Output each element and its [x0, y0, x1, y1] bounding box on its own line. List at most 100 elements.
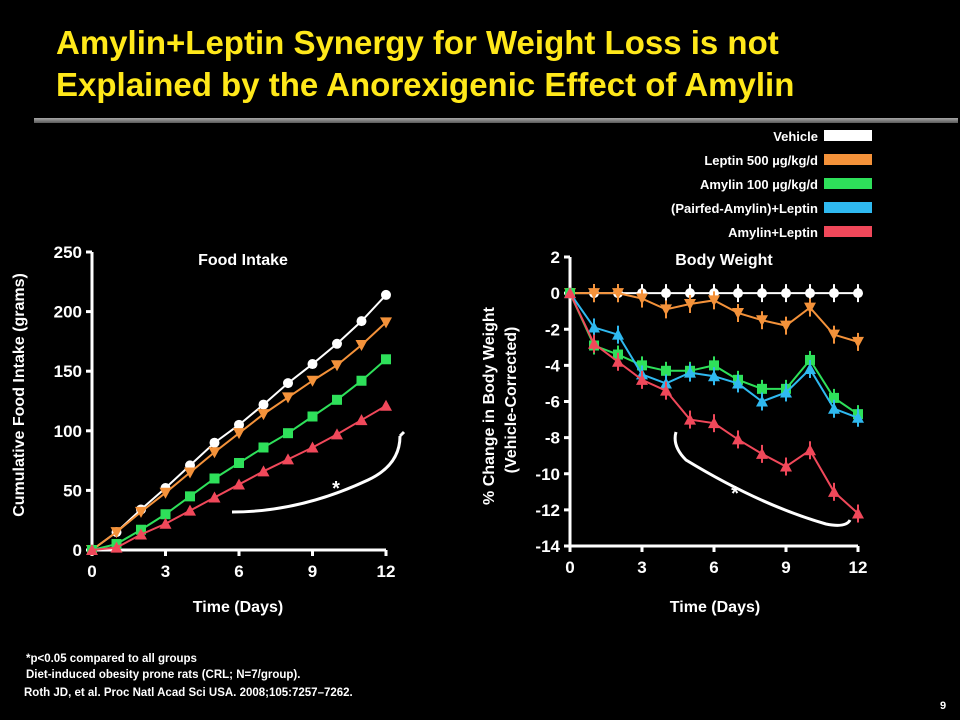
data-point — [257, 465, 270, 477]
y-tick-label: -4 — [545, 356, 561, 375]
data-point — [661, 288, 671, 299]
data-point — [733, 288, 743, 299]
legend-swatch — [824, 130, 872, 141]
x-tick-label: 6 — [234, 562, 243, 581]
data-point — [135, 506, 147, 518]
food-intake-chart: Food Intake Cumulative Food Intake (gram… — [11, 243, 406, 616]
x-tick-label: 12 — [377, 562, 396, 581]
data-point — [660, 304, 672, 316]
chart-title: Body Weight — [675, 252, 773, 269]
data-point — [781, 288, 791, 299]
data-point — [780, 460, 792, 472]
x-axis-label: Time (Days) — [193, 599, 283, 616]
page-number: 9 — [940, 700, 947, 712]
y-tick-label: -12 — [535, 501, 560, 520]
x-tick-label: 3 — [161, 562, 170, 581]
data-point — [828, 329, 840, 341]
data-point — [660, 384, 672, 396]
data-point — [685, 288, 695, 299]
data-point — [307, 359, 318, 370]
data-point — [732, 377, 744, 389]
y-tick-label: 0 — [551, 284, 560, 303]
data-point — [852, 507, 864, 519]
series-line — [91, 358, 387, 551]
data-point — [355, 339, 368, 351]
significance-asterisk: * — [731, 483, 739, 505]
series-line — [569, 292, 859, 515]
data-point — [86, 544, 98, 555]
x-tick-label: 12 — [849, 558, 868, 577]
y-tick-label: -10 — [535, 465, 560, 484]
data-point — [829, 288, 839, 299]
data-point — [331, 360, 343, 372]
data-point — [355, 414, 368, 426]
data-point — [233, 428, 245, 440]
data-point — [780, 386, 792, 398]
data-point — [307, 411, 318, 422]
data-point — [804, 302, 816, 314]
data-point — [756, 447, 768, 459]
data-point — [185, 491, 195, 502]
data-point — [135, 528, 147, 540]
data-point — [852, 411, 864, 423]
data-point — [852, 336, 864, 348]
data-point — [110, 527, 123, 539]
data-point — [708, 295, 720, 307]
data-point — [756, 315, 768, 327]
data-point — [159, 517, 172, 529]
x-tick-label: 6 — [709, 558, 718, 577]
data-point — [732, 433, 744, 445]
data-point — [829, 392, 839, 403]
data-point — [637, 360, 647, 371]
data-point — [853, 288, 863, 299]
data-point — [208, 447, 221, 459]
legend-swatch — [824, 178, 872, 189]
data-point — [159, 487, 172, 499]
data-point — [282, 392, 294, 404]
y-tick-label: 2 — [551, 248, 560, 267]
footnote-study: Diet-induced obesity prone rats (CRL; N=… — [26, 669, 301, 681]
data-point — [282, 453, 294, 465]
data-point — [588, 288, 600, 300]
legend-label: Leptin 500 µg/kg/d — [704, 153, 818, 168]
data-point — [805, 354, 815, 365]
data-point — [636, 293, 648, 305]
data-point — [708, 417, 720, 429]
y-tick-label: 0 — [73, 541, 82, 560]
x-axis-label: Time (Days) — [670, 599, 760, 616]
data-point — [306, 375, 319, 387]
bw-series-pairfed-amylin-leptin — [564, 287, 864, 427]
data-point — [209, 473, 220, 484]
data-point — [757, 383, 767, 394]
legend-item-amylin-leptin: Amylin+Leptin — [600, 224, 880, 248]
legend-swatch — [824, 226, 872, 237]
x-tick-label: 9 — [308, 562, 317, 581]
data-point — [184, 467, 196, 479]
data-point — [258, 442, 269, 453]
legend-swatch — [824, 202, 872, 213]
footnote-citation: Roth JD, et al. Proc Natl Acad Sci USA. … — [24, 687, 353, 699]
data-point — [804, 444, 816, 456]
legend-label: (Pairfed-Amylin)+Leptin — [671, 201, 818, 216]
x-tick-label: 9 — [781, 558, 790, 577]
data-point — [234, 419, 244, 430]
food-series-amylin-100-g-kg-d — [87, 354, 391, 555]
x-tick-label: 3 — [637, 558, 646, 577]
y-axis-label: % Change in Body Weight — [481, 306, 498, 505]
data-point — [661, 365, 671, 376]
legend-item-pairfed: (Pairfed-Amylin)+Leptin — [600, 200, 880, 224]
y-tick-label: 150 — [54, 362, 82, 381]
data-point — [258, 399, 269, 410]
y-axis-label-2: (Vehicle-Corrected) — [503, 327, 520, 474]
data-point — [234, 457, 244, 468]
y-tick-label: -14 — [535, 537, 560, 556]
data-point — [356, 316, 367, 327]
chart-title: Food Intake — [198, 252, 288, 269]
significance-bracket — [673, 431, 852, 527]
data-point — [381, 289, 391, 300]
food-series-vehicle — [87, 289, 391, 555]
title-line-1: Amylin+Leptin Synergy for Weight Loss is… — [56, 24, 779, 61]
legend-label: Vehicle — [773, 129, 818, 144]
bw-series-leptin-500-g-kg-d — [564, 284, 864, 351]
y-axis-label: Cumulative Food Intake (grams) — [11, 273, 28, 517]
